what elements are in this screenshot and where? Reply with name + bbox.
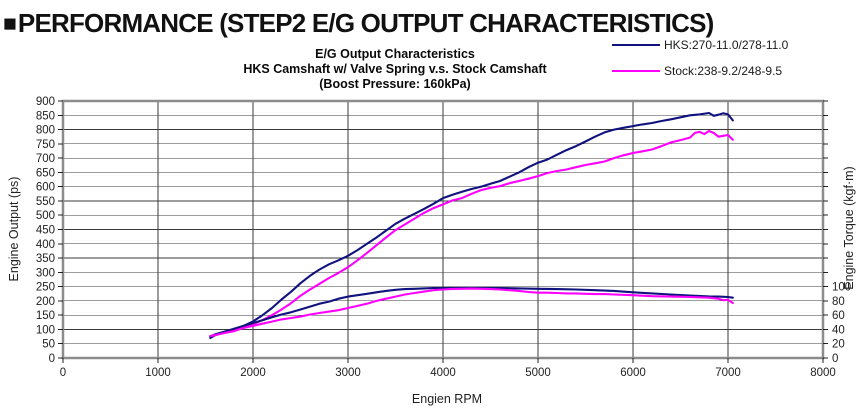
y-left-tick-label: 600 bbox=[36, 182, 55, 194]
x-tick-label: 4000 bbox=[430, 367, 456, 379]
chart-title-line-2: HKS Camshaft w/ Valve Spring v.s. Stock … bbox=[243, 62, 547, 76]
legend-line-swatch bbox=[612, 70, 660, 72]
section-marker-icon: ■ bbox=[3, 10, 17, 36]
y-left-tick-label: 750 bbox=[36, 139, 55, 151]
y-right-tick-label: 60 bbox=[832, 310, 845, 322]
legend-line-swatch bbox=[612, 44, 660, 46]
y-right-tick-label: 40 bbox=[832, 324, 845, 336]
y-left-tick-label: 300 bbox=[36, 267, 55, 279]
page-header: ■ PERFORMANCE (STEP2 E/G OUTPUT CHARACTE… bbox=[3, 8, 714, 39]
y-right-tick-label: 100 bbox=[832, 282, 851, 294]
y-right-tick-label: 20 bbox=[832, 339, 845, 351]
chart-title-block: E/G Output Characteristics HKS Camshaft … bbox=[120, 47, 670, 92]
y-left-tick-label: 650 bbox=[36, 167, 55, 179]
x-axis-label: Engien RPM bbox=[411, 392, 483, 406]
chart-title-line-3: (Boost Pressure: 160kPa) bbox=[319, 77, 471, 91]
legend-item-stock: Stock:238-9.2/248-9.5 bbox=[612, 64, 788, 78]
x-tick-label: 7000 bbox=[715, 367, 741, 379]
x-tick-label: 2000 bbox=[240, 367, 266, 379]
legend-item-hks: HKS:270-11.0/278-11.0 bbox=[612, 38, 788, 52]
x-tick-label: 8000 bbox=[810, 367, 836, 379]
stock-torque-curve bbox=[209, 287, 734, 337]
y-left-tick-label: 0 bbox=[49, 353, 55, 365]
stock-power-curve bbox=[209, 129, 734, 338]
x-tick-label: 1000 bbox=[145, 367, 171, 379]
y-left-tick-label: 400 bbox=[36, 239, 55, 251]
y-left-tick-label: 50 bbox=[42, 339, 55, 351]
y-left-tick-label: 550 bbox=[36, 196, 55, 208]
y-left-tick-label: 200 bbox=[36, 296, 55, 308]
y-left-tick-label: 500 bbox=[36, 210, 55, 222]
y-left-tick-label: 100 bbox=[36, 324, 55, 336]
y-left-tick-label: 150 bbox=[36, 310, 55, 322]
y-right-tick-label: 0 bbox=[832, 353, 838, 365]
x-tick-label: 5000 bbox=[525, 367, 551, 379]
y-left-tick-label: 800 bbox=[36, 125, 55, 137]
y-right-tick-label: 80 bbox=[832, 296, 845, 308]
x-tick-label: 3000 bbox=[335, 367, 361, 379]
chart-title-line-1: E/G Output Characteristics bbox=[315, 47, 475, 61]
page-title: PERFORMANCE (STEP2 E/G OUTPUT CHARACTERI… bbox=[17, 8, 714, 38]
legend-label: Stock:238-9.2/248-9.5 bbox=[664, 64, 783, 78]
hks-power-curve bbox=[209, 111, 734, 340]
y-left-tick-label: 450 bbox=[36, 225, 55, 237]
hks-torque-curve bbox=[209, 286, 734, 338]
chart-legend: HKS:270-11.0/278-11.0 Stock:238-9.2/248-9… bbox=[612, 38, 788, 90]
y-left-tick-label: 350 bbox=[36, 253, 55, 265]
x-tick-label: 0 bbox=[60, 367, 66, 379]
y-left-tick-label: 700 bbox=[36, 153, 55, 165]
y-left-tick-label: 250 bbox=[36, 282, 55, 294]
y-left-tick-label: 900 bbox=[36, 96, 55, 108]
y-left-tick-label: 850 bbox=[36, 110, 55, 122]
legend-label: HKS:270-11.0/278-11.0 bbox=[664, 38, 789, 52]
x-tick-label: 6000 bbox=[620, 367, 646, 379]
